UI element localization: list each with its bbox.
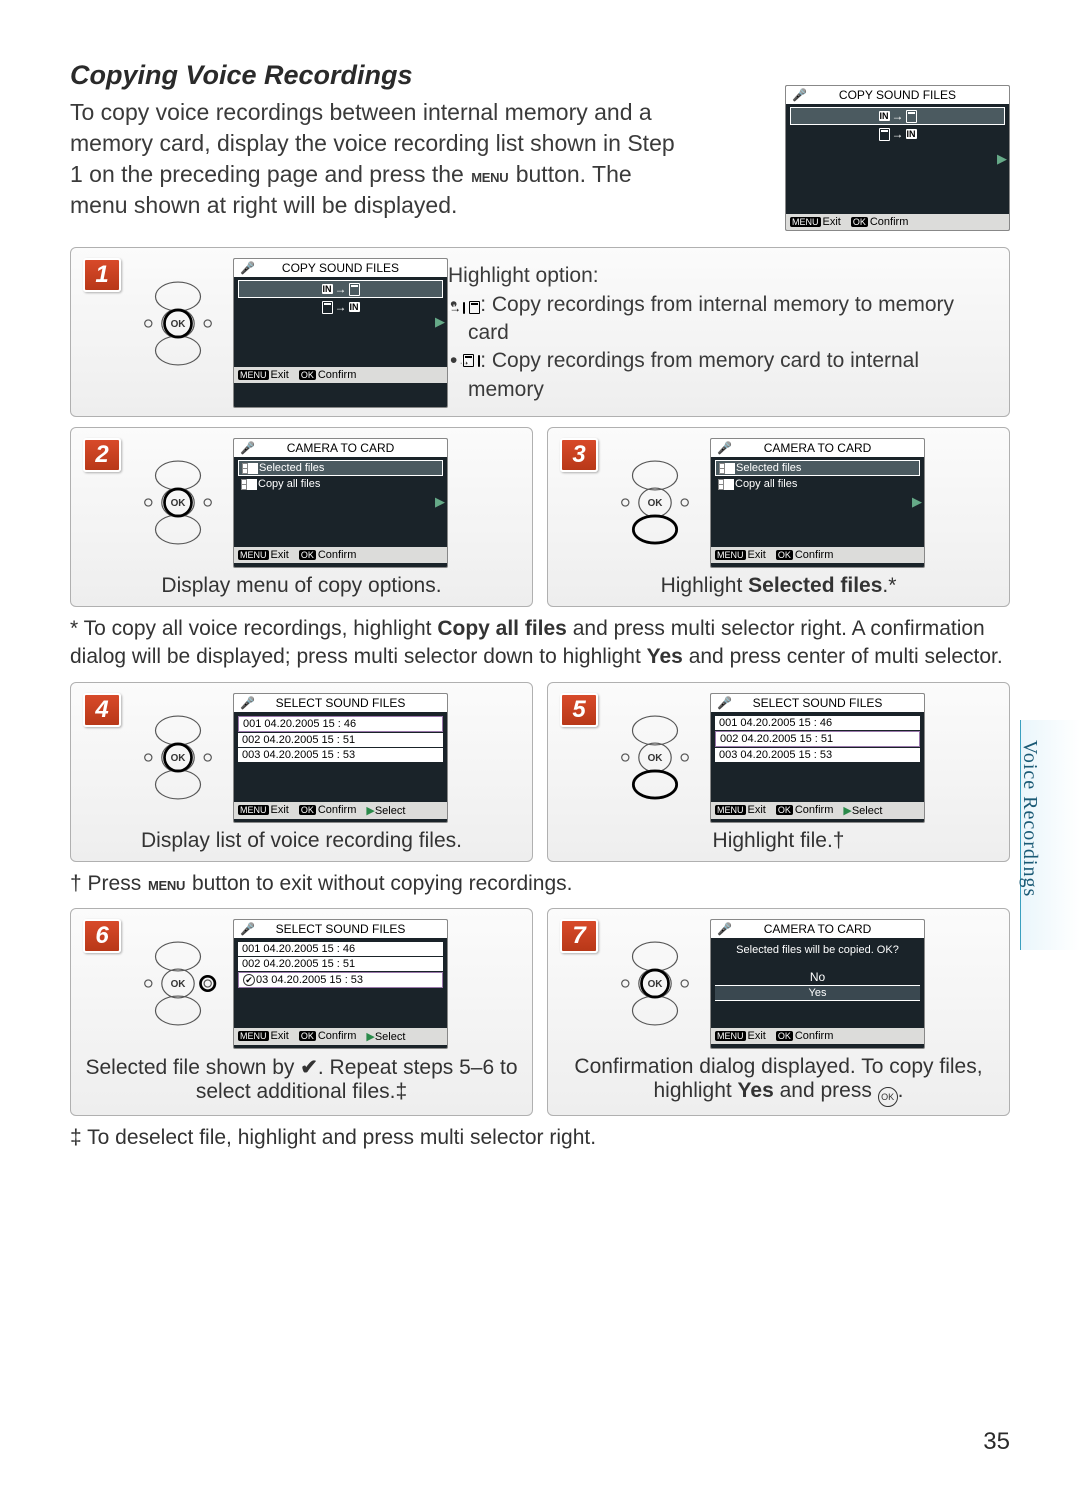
thumbs-icon bbox=[242, 463, 256, 473]
foot-exit: MENUExit bbox=[790, 216, 841, 228]
file-row[interactable]: 001 04.20.2005 15 : 46 bbox=[238, 942, 443, 956]
lcd-option[interactable]: →IN bbox=[238, 299, 443, 315]
step-2-3-row: 2 🎤CAMERA TO CARD Selected files Copy al… bbox=[70, 427, 1010, 607]
step-5-card: 5 🎤SELECT SOUND FILES 001 04.20.2005 15 … bbox=[547, 682, 1010, 862]
arrow-right-icon: ▶ bbox=[997, 151, 1007, 167]
step-1-card: 1 🎤COPY SOUND FILES IN→ →IN ▶ MENUExit O… bbox=[70, 247, 1010, 417]
top-lcd: 🎤 COPY SOUND FILES IN→ →IN ▶ MENUExit OKC… bbox=[785, 85, 1010, 231]
step-5-lcd: 🎤SELECT SOUND FILES 001 04.20.2005 15 : … bbox=[710, 693, 925, 823]
step-4-card: 4 🎤SELECT SOUND FILES 001 04.20.2005 15 … bbox=[70, 682, 533, 862]
step-4-caption: Display list of voice recording files. bbox=[83, 829, 520, 853]
desc-title: Highlight option: bbox=[448, 262, 991, 290]
menu-icon: MENU bbox=[147, 877, 186, 895]
lcd-option[interactable]: Copy all files bbox=[238, 477, 443, 491]
step-7-caption: Confirmation dialog displayed. To copy f… bbox=[560, 1055, 997, 1107]
step-number: 6 bbox=[83, 919, 121, 953]
lcd-option[interactable]: Copy all files bbox=[715, 477, 920, 491]
footnote-dagger: † Press MENU button to exit without copy… bbox=[70, 870, 1010, 898]
step-number: 2 bbox=[83, 438, 121, 472]
file-row[interactable]: 001 04.20.2005 15 : 46 bbox=[715, 716, 920, 730]
step-number: 5 bbox=[560, 693, 598, 727]
step-1-description: Highlight option: • IN→: Copy recordings… bbox=[448, 258, 997, 408]
step-4-5-row: 4 🎤SELECT SOUND FILES 001 04.20.2005 15 … bbox=[70, 682, 1010, 862]
intro-paragraph: To copy voice recordings between interna… bbox=[70, 97, 690, 221]
lcd-title: COPY SOUND FILES bbox=[839, 88, 956, 102]
dpad-icon bbox=[123, 693, 233, 823]
step-2-card: 2 🎤CAMERA TO CARD Selected files Copy al… bbox=[70, 427, 533, 607]
card-to-in-icon: →IN bbox=[463, 353, 480, 369]
step-2-caption: Display menu of copy options. bbox=[83, 574, 520, 598]
file-row[interactable]: ✔03 04.20.2005 15 : 53 bbox=[238, 972, 443, 989]
side-tab: Voice Recordings bbox=[1020, 720, 1080, 950]
ok-icon: OK bbox=[878, 1087, 898, 1107]
check-icon: ✔ bbox=[243, 974, 255, 986]
mic-icon: 🎤 bbox=[240, 261, 255, 275]
step-number: 3 bbox=[560, 438, 598, 472]
step-3-lcd: 🎤CAMERA TO CARD Selected files Copy all … bbox=[710, 438, 925, 568]
step-number: 1 bbox=[83, 258, 121, 292]
lcd-option[interactable]: Selected files bbox=[715, 460, 920, 476]
lcd-option[interactable]: →IN bbox=[790, 126, 1005, 142]
card-to-in-icon: →IN bbox=[879, 127, 917, 141]
foot-confirm: OKConfirm bbox=[851, 216, 909, 228]
confirm-yes[interactable]: Yes bbox=[715, 985, 920, 1001]
step-1-lcd: 🎤COPY SOUND FILES IN→ →IN ▶ MENUExit OKC… bbox=[233, 258, 448, 408]
step-number: 7 bbox=[560, 919, 598, 953]
dpad-icon bbox=[123, 919, 233, 1049]
confirm-message: Selected files will be copied. OK? bbox=[715, 944, 920, 956]
footnote-ddagger: ‡ To deselect file, highlight and press … bbox=[70, 1124, 1010, 1152]
dpad-icon bbox=[123, 258, 233, 388]
mic-icon: 🎤 bbox=[792, 88, 807, 102]
footnote-star: * To copy all voice recordings, highligh… bbox=[70, 615, 1010, 672]
step-3-caption: Highlight Selected files.* bbox=[560, 574, 997, 598]
file-row[interactable]: 002 04.20.2005 15 : 51 bbox=[238, 733, 443, 747]
in-to-card-icon: IN→ bbox=[463, 300, 480, 316]
thumbs-icon bbox=[241, 479, 255, 489]
file-row[interactable]: 001 04.20.2005 15 : 46 bbox=[238, 716, 443, 732]
file-row[interactable]: 003 04.20.2005 15 : 53 bbox=[238, 748, 443, 762]
file-row[interactable]: 002 04.20.2005 15 : 51 bbox=[238, 957, 443, 971]
step-4-lcd: 🎤SELECT SOUND FILES 001 04.20.2005 15 : … bbox=[233, 693, 448, 823]
arrow-right-icon: ▶ bbox=[435, 314, 445, 330]
step-6-card: 6 🎤SELECT SOUND FILES 001 04.20.2005 15 … bbox=[70, 908, 533, 1116]
file-row[interactable]: 002 04.20.2005 15 : 51 bbox=[715, 731, 920, 747]
step-7-lcd: 🎤CAMERA TO CARD Selected files will be c… bbox=[710, 919, 925, 1049]
step-3-card: 3 🎤CAMERA TO CARD Selected files Copy al… bbox=[547, 427, 1010, 607]
page-number: 35 bbox=[983, 1428, 1010, 1456]
confirm-no[interactable]: No bbox=[715, 970, 920, 984]
in-to-card-icon: IN→ bbox=[879, 109, 917, 123]
step-6-lcd: 🎤SELECT SOUND FILES 001 04.20.2005 15 : … bbox=[233, 919, 448, 1049]
step-7-card: 7 🎤CAMERA TO CARD Selected files will be… bbox=[547, 908, 1010, 1116]
dpad-icon bbox=[600, 438, 710, 568]
step-5-caption: Highlight file.† bbox=[560, 829, 997, 853]
step-6-7-row: 6 🎤SELECT SOUND FILES 001 04.20.2005 15 … bbox=[70, 908, 1010, 1116]
lcd-option[interactable]: IN→ bbox=[238, 280, 443, 298]
dpad-icon bbox=[123, 438, 233, 568]
step-number: 4 bbox=[83, 693, 121, 727]
check-icon: ✔ bbox=[300, 1056, 318, 1079]
file-row[interactable]: 003 04.20.2005 15 : 53 bbox=[715, 748, 920, 762]
step-2-lcd: 🎤CAMERA TO CARD Selected files Copy all … bbox=[233, 438, 448, 568]
menu-icon: MENU bbox=[470, 169, 509, 187]
lcd-option[interactable]: IN→ bbox=[790, 107, 1005, 125]
dpad-icon bbox=[600, 693, 710, 823]
dpad-icon bbox=[600, 919, 710, 1049]
lcd-option[interactable]: Selected files bbox=[238, 460, 443, 476]
step-6-caption: Selected file shown by ✔. Repeat steps 5… bbox=[83, 1055, 520, 1104]
side-tab-label: Voice Recordings bbox=[1018, 740, 1041, 897]
